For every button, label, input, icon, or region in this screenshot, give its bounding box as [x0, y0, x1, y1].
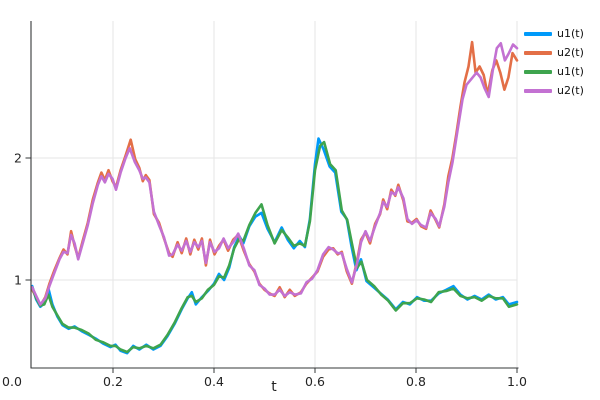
- legend-item: u2(t): [524, 81, 584, 100]
- legend-label: u2(t): [557, 84, 584, 97]
- x-tick-label: 0.8: [406, 374, 426, 389]
- legend-label: u1(t): [557, 65, 584, 78]
- x-tick-label: 0.6: [305, 374, 325, 389]
- legend-line-swatch: [524, 88, 552, 93]
- legend: u1(t) u2(t) u1(t) u2(t): [524, 24, 584, 100]
- legend-item: u2(t): [524, 43, 584, 62]
- legend-line-swatch: [524, 50, 552, 55]
- legend-item: u1(t): [524, 24, 584, 43]
- legend-label: u1(t): [557, 27, 584, 40]
- x-tick-label: 0.2: [103, 374, 123, 389]
- x-tick-label: 0.0: [2, 374, 22, 389]
- legend-line-swatch: [524, 31, 552, 36]
- y-tick-label: 2: [14, 151, 22, 166]
- series-line-1: [30, 137, 519, 355]
- series-line-2: [30, 40, 519, 307]
- legend-label: u2(t): [557, 46, 584, 59]
- legend-line-swatch: [524, 69, 552, 74]
- series-line-3: [30, 140, 519, 354]
- x-tick-label: 0.4: [204, 374, 224, 389]
- series-line-4: [30, 41, 519, 306]
- x-tick-label: 1.0: [507, 374, 527, 389]
- legend-item: u1(t): [524, 62, 584, 81]
- y-tick-label: 1: [14, 273, 22, 288]
- x-axis-label: t: [271, 379, 277, 395]
